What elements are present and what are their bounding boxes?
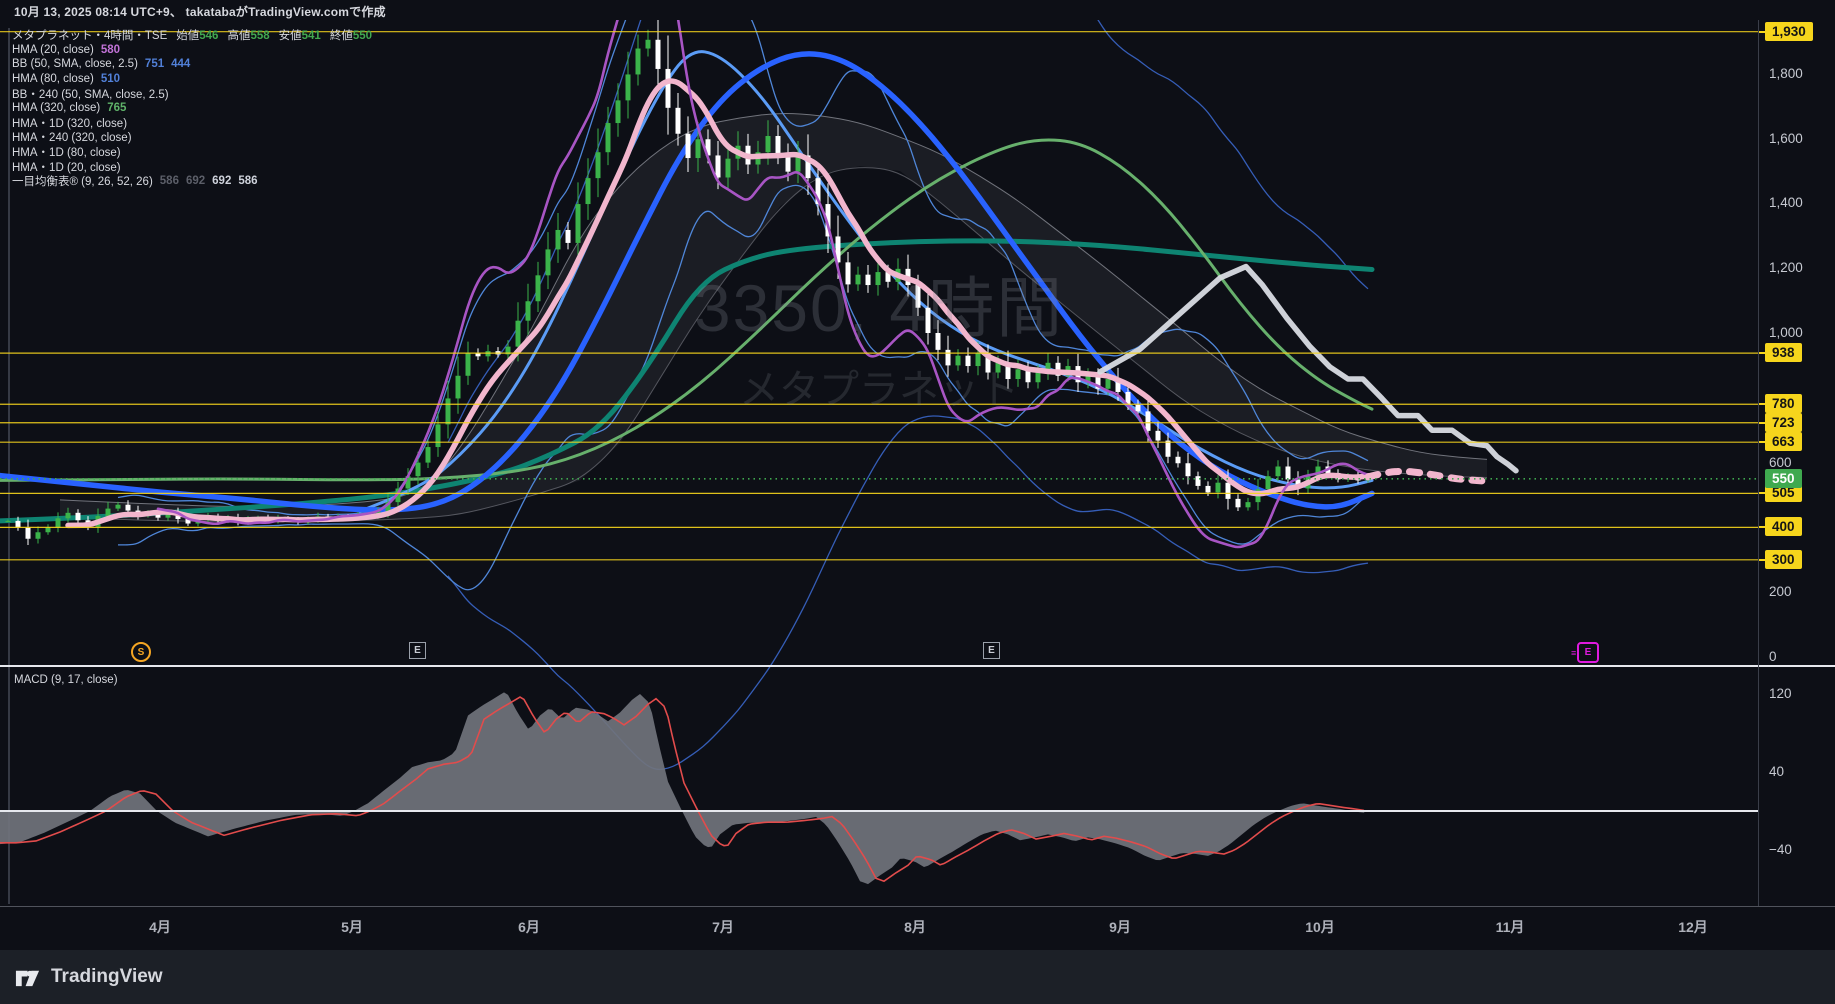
yellow-level-badge: 780 — [1765, 394, 1802, 414]
yellow-level-tick — [1759, 492, 1765, 495]
legend-indicator-row[interactable]: HMA・1D (320, close) — [12, 117, 128, 130]
yellow-level-badge: 663 — [1765, 432, 1802, 452]
yellow-level-tick — [1759, 421, 1765, 424]
ohlc-field: 安値541 — [278, 30, 321, 43]
yellow-level-tick — [1759, 526, 1765, 529]
split-marker-icon[interactable]: S — [131, 642, 151, 662]
earnings-marker-icon[interactable]: E — [409, 642, 426, 659]
legend-indicator-row[interactable]: HMA (20, close) 580 — [12, 43, 120, 56]
time-tick-label: 10月 — [1305, 919, 1335, 935]
time-tick-label: 4月 — [149, 919, 171, 935]
tradingview-logo-icon[interactable] — [14, 964, 41, 991]
ohlc-field: 終値550 — [329, 30, 373, 43]
price-tick-label: 600 — [1769, 454, 1792, 470]
time-tick-label: 5月 — [341, 919, 363, 935]
ohlc-field: 始値546 — [176, 30, 219, 43]
time-tick-label: 8月 — [904, 919, 926, 935]
legend-indicator-row[interactable]: HMA (80, close) 510 — [12, 73, 120, 86]
legend-indicator-row[interactable]: 一目均衡表® (9, 26, 52, 26) 586 692 692 586 — [12, 175, 258, 189]
time-tick-label: 7月 — [712, 919, 734, 935]
macd-tick-label: 40 — [1769, 764, 1785, 779]
legend-indicator-row[interactable]: BB (50, SMA, close, 2.5) 751 444 — [12, 58, 191, 71]
time-tick-label: 9月 — [1109, 919, 1131, 935]
price-tick-label: 1,000 — [1769, 325, 1803, 340]
yellow-level-badge: 505 — [1765, 483, 1802, 503]
current-price-badge: 550 — [1765, 468, 1802, 488]
legend-indicator-row[interactable]: HMA・1D (80, close) — [12, 147, 121, 160]
macd-tick-label: 120 — [1769, 686, 1792, 701]
footer-bar: TradingView — [0, 950, 1835, 1004]
header-bar: 10月 13, 2025 08:14 UTC+9、 takatabaがTradi… — [0, 0, 1835, 20]
yellow-level-badge: 723 — [1765, 412, 1802, 432]
price-tick-label: 200 — [1769, 584, 1792, 600]
yellow-level-badge: 1,930 — [1765, 21, 1813, 41]
legend-indicator-row[interactable]: HMA・1D (20, close) — [12, 161, 121, 174]
time-axis[interactable]: 4月 5月 6月 7月 8月 9月 10月 11月 12月 — [0, 907, 1758, 950]
price-tick-label: 1,200 — [1769, 260, 1803, 276]
legend-indicator-row[interactable]: HMA・240 (320, close) — [12, 132, 132, 145]
ohlc-field: 高値558 — [227, 30, 270, 43]
yellow-level-tick — [1759, 441, 1765, 444]
yellow-level-badge: 400 — [1765, 517, 1802, 537]
yellow-level-badge: 938 — [1765, 343, 1802, 363]
creation-attribution-text: 10月 13, 2025 08:14 UTC+9、 takatabaがTradi… — [14, 5, 386, 19]
price-axis[interactable]: 1,800 1,600 1,400 1,200 1,000 600 200 0 1,930 938… — [1759, 20, 1835, 906]
time-axis-border — [0, 906, 1835, 907]
symbol-title: メタプラネット・4時間・TSE — [12, 30, 168, 43]
price-axis-border — [1758, 20, 1759, 906]
price-tick-label: 1,400 — [1769, 195, 1803, 211]
yellow-level-tick — [1759, 403, 1765, 406]
indicator-legend: メタプラネット・4時間・TSE 始値546 高値558 安値541 終値550 HMA (… — [12, 28, 372, 189]
time-tick-label: 12月 — [1678, 919, 1708, 935]
earnings-marker-icon[interactable]: E ≡ — [1571, 642, 1599, 663]
legend-indicator-row[interactable]: HMA (320, close) 765 — [12, 102, 127, 115]
yellow-level-tick — [1759, 558, 1765, 561]
macd-pane-title: MACD (9, 17, close) — [14, 674, 118, 686]
yellow-level-tick — [1759, 30, 1765, 33]
time-tick-label: 11月 — [1495, 919, 1525, 935]
chart-canvas[interactable] — [0, 20, 1758, 906]
legend-symbol-row[interactable]: メタプラネット・4時間・TSE 始値546 高値558 安値541 終値550 — [12, 28, 372, 43]
price-tick-label: 1,600 — [1769, 130, 1803, 146]
macd-tick-label: −40 — [1769, 842, 1792, 857]
price-tick-label: 1,800 — [1769, 65, 1803, 81]
yellow-level-tick — [1759, 352, 1765, 355]
time-tick-label: 6月 — [518, 919, 540, 935]
earnings-marker-icon[interactable]: E — [983, 642, 1000, 659]
price-tick-label: 0 — [1769, 649, 1777, 664]
yellow-level-badge: 300 — [1765, 549, 1802, 569]
tradingview-brand-text[interactable]: TradingView — [51, 966, 163, 987]
legend-indicator-row[interactable]: BB・240 (50, SMA, close, 2.5) — [12, 88, 169, 101]
pane-separator[interactable] — [0, 665, 1835, 667]
